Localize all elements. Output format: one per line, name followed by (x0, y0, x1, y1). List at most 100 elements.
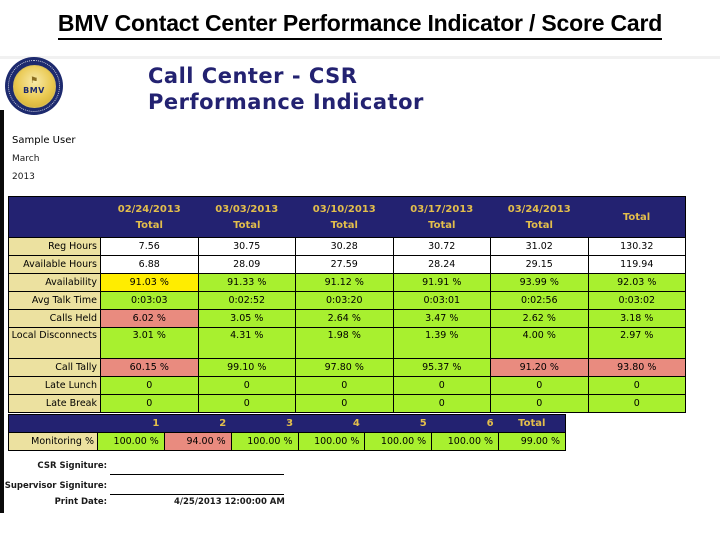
monitoring-header-row: 1 2 3 4 5 6 Total (8, 414, 566, 433)
column-header-sub: Total (135, 219, 163, 231)
print-date-value: 4/25/2013 12:00:00 AM (174, 497, 285, 507)
value-cell: 28.09 (197, 255, 296, 274)
column-header-sub: Total (525, 219, 553, 231)
column-header-sub: Total (330, 219, 358, 231)
value-cell: 4.00 % (490, 327, 589, 359)
value-cell: 0 (587, 394, 686, 413)
torch-icon: ⚑ (29, 76, 39, 86)
corner-cell (8, 414, 98, 433)
row-label: Availability (8, 273, 101, 292)
supervisor-signature-label: Supervisor Signiture: (4, 481, 107, 491)
value-cell: 92.03 % (587, 273, 686, 292)
supervisor-signature-line (110, 494, 284, 495)
corner-cell (8, 196, 101, 238)
performance-table: 02/24/2013 Total 03/03/2013 Total 03/10/2013… (8, 196, 686, 413)
header-row: 02/24/2013 Total 03/03/2013 Total 03/10/2013… (8, 196, 686, 238)
column-header: 03/10/2013 Total (295, 196, 393, 238)
value-cell: 91.12 % (295, 273, 394, 292)
row-label: Late Break (8, 394, 101, 413)
column-header: 03/24/2013 Total (490, 196, 588, 238)
monitoring-column-header: 5 (364, 414, 432, 433)
value-cell: 97.80 % (295, 358, 394, 377)
value-cell: 1.39 % (392, 327, 491, 359)
value-cell: 100.00 % (364, 432, 433, 451)
value-cell: 0:03:03 (100, 291, 199, 310)
monitoring-column-header: 6 (431, 414, 499, 433)
value-cell: 0 (295, 376, 394, 395)
bmv-logo-text: BMV (23, 86, 45, 95)
column-header: 03/03/2013 Total (198, 196, 296, 238)
table-row: Reg Hours 7.56 30.75 30.28 30.72 31.02 130.32 (8, 237, 686, 256)
column-header-date: 03/10/2013 (312, 203, 376, 215)
csr-signature-label: CSR Signiture: (37, 461, 107, 471)
value-cell: 3.05 % (197, 309, 296, 328)
value-cell: 119.94 (587, 255, 686, 274)
report-left-border (0, 110, 4, 513)
page-title: BMV Contact Center Performance Indicator… (0, 10, 720, 40)
column-header-date: 02/24/2013 (117, 203, 181, 215)
value-cell: 60.15 % (100, 358, 199, 377)
value-cell: 0:02:52 (197, 291, 296, 310)
bmv-logo: ⚑ BMV (5, 57, 63, 115)
row-label: Available Hours (8, 255, 101, 274)
report-month: March (12, 154, 40, 164)
monitoring-row: Monitoring % 100.00 % 94.00 % 100.00 % 100.0… (8, 432, 566, 451)
value-cell: 0 (100, 394, 199, 413)
monitoring-column-header: 2 (164, 414, 232, 433)
monitoring-table: 1 2 3 4 5 6 Total Monitoring % 100.00 % 94.00 % 10… (8, 414, 566, 451)
value-cell: 0:03:01 (392, 291, 491, 310)
value-cell: 31.02 (490, 237, 589, 256)
value-cell: 6.02 % (100, 309, 199, 328)
row-label: Local Disconnects (8, 327, 101, 359)
table-row: Calls Held 6.02 % 3.05 % 2.64 % 3.47 % 2.62 %… (8, 309, 686, 328)
value-cell: 100.00 % (297, 432, 366, 451)
value-cell: 7.56 (100, 237, 199, 256)
column-header: 02/24/2013 Total (100, 196, 198, 238)
column-header-date: 03/03/2013 (215, 203, 279, 215)
value-cell: 2.64 % (295, 309, 394, 328)
column-header-date: 03/17/2013 (410, 203, 474, 215)
value-cell: 0 (100, 376, 199, 395)
table-row: Late Break 0 0 0 0 0 0 (8, 394, 686, 413)
report-heading-line2: Performance Indicator (148, 90, 424, 114)
value-cell: 3.01 % (100, 327, 199, 359)
value-cell: 0 (490, 376, 589, 395)
value-cell: 130.32 (587, 237, 686, 256)
value-cell: 4.31 % (197, 327, 296, 359)
table-row: Availability 91.03 % 91.33 % 91.12 % 91.91 %… (8, 273, 686, 292)
value-cell: 94.00 % (163, 432, 232, 451)
value-cell: 30.28 (295, 237, 394, 256)
value-cell: 0 (490, 394, 589, 413)
value-cell: 100.00 % (431, 432, 500, 451)
page-title-text: BMV Contact Center Performance Indicator… (57, 10, 662, 40)
column-header-date: Total (622, 211, 651, 223)
value-cell: 3.18 % (587, 309, 686, 328)
value-cell: 95.37 % (392, 358, 491, 377)
print-date-label: Print Date: (54, 497, 107, 507)
value-cell: 0:03:20 (295, 291, 394, 310)
value-cell: 0:02:56 (490, 291, 589, 310)
report-top-divider (0, 56, 720, 59)
value-cell: 2.62 % (490, 309, 589, 328)
value-cell: 30.72 (392, 237, 491, 256)
table-row: Avg Talk Time 0:03:03 0:02:52 0:03:20 0:03:0… (8, 291, 686, 310)
column-header: Total (588, 196, 686, 238)
table-row: Available Hours 6.88 28.09 27.59 28.24 29.15 1… (8, 255, 686, 274)
column-header-date: 03/24/2013 (507, 203, 571, 215)
value-cell: 100.00 % (230, 432, 299, 451)
value-cell: 100.00 % (97, 432, 165, 451)
value-cell: 0:03:02 (587, 291, 686, 310)
bmv-logo-seal: ⚑ BMV (12, 64, 56, 108)
value-cell: 91.91 % (392, 273, 491, 292)
row-label: Call Tally (8, 358, 101, 377)
value-cell: 99.00 % (498, 432, 566, 451)
value-cell: 3.47 % (392, 309, 491, 328)
value-cell: 0 (197, 376, 296, 395)
table-row: Local Disconnects 3.01 % 4.31 % 1.98 % 1.39 … (8, 327, 686, 359)
report-heading-line1: Call Center - CSR (148, 64, 358, 88)
value-cell: 0 (587, 376, 686, 395)
value-cell: 28.24 (392, 255, 491, 274)
user-name: Sample User (12, 135, 76, 146)
column-header: 03/17/2013 Total (393, 196, 491, 238)
